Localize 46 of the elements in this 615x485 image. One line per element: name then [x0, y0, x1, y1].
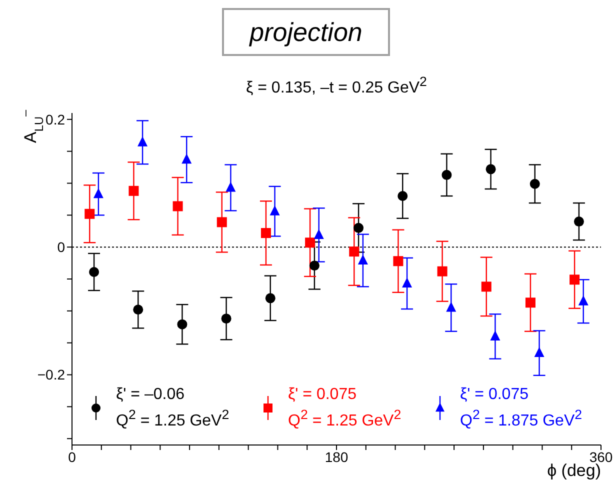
point — [486, 164, 496, 174]
point — [402, 277, 412, 288]
point — [226, 182, 236, 192]
point — [177, 319, 188, 330]
point — [216, 217, 227, 228]
point — [578, 295, 588, 306]
point — [534, 347, 544, 358]
point — [89, 266, 100, 277]
label-frame: projection — [222, 8, 390, 56]
point — [84, 208, 95, 219]
x-tick-label: 0 — [68, 448, 76, 465]
point — [525, 298, 536, 308]
legend-label: ξ' = –0.06 Q$^{2}$ = 1.25 GeV$^{2}$ — [116, 385, 230, 432]
point — [265, 293, 276, 304]
point — [398, 191, 408, 201]
point — [530, 178, 540, 189]
point — [314, 228, 324, 239]
point — [260, 228, 271, 238]
y-tick-label: 0.2 — [46, 111, 66, 128]
point — [309, 260, 320, 271]
point — [172, 201, 183, 212]
y-tick-label: 0 — [57, 239, 66, 256]
point — [481, 282, 492, 292]
point — [490, 330, 500, 340]
point — [133, 304, 144, 315]
point — [349, 246, 360, 257]
point — [270, 205, 280, 216]
point — [305, 238, 316, 248]
point — [182, 154, 192, 164]
point — [354, 222, 364, 233]
point — [437, 266, 448, 276]
point — [93, 188, 104, 198]
legend-label: ξ' = 0.075 Q$^{2}$ = 1.25 GeV$^{2}$ — [288, 385, 402, 432]
y-tick-label: −0.2 — [37, 366, 66, 383]
point — [221, 314, 232, 324]
point — [446, 302, 456, 312]
x-tick-label: 180 — [324, 448, 348, 465]
point — [138, 136, 148, 146]
legend-label: ξ' = 0.075 Q$^{2}$ = 1.875 GeV$^{2}$ — [460, 385, 582, 432]
point — [570, 274, 580, 285]
chart-title: ξ = 0.135, –t = 0.25 GeV$^{2}$ — [245, 74, 428, 98]
point — [128, 186, 139, 196]
point — [574, 216, 584, 227]
point — [393, 256, 404, 266]
point — [358, 254, 368, 264]
point — [442, 170, 452, 180]
